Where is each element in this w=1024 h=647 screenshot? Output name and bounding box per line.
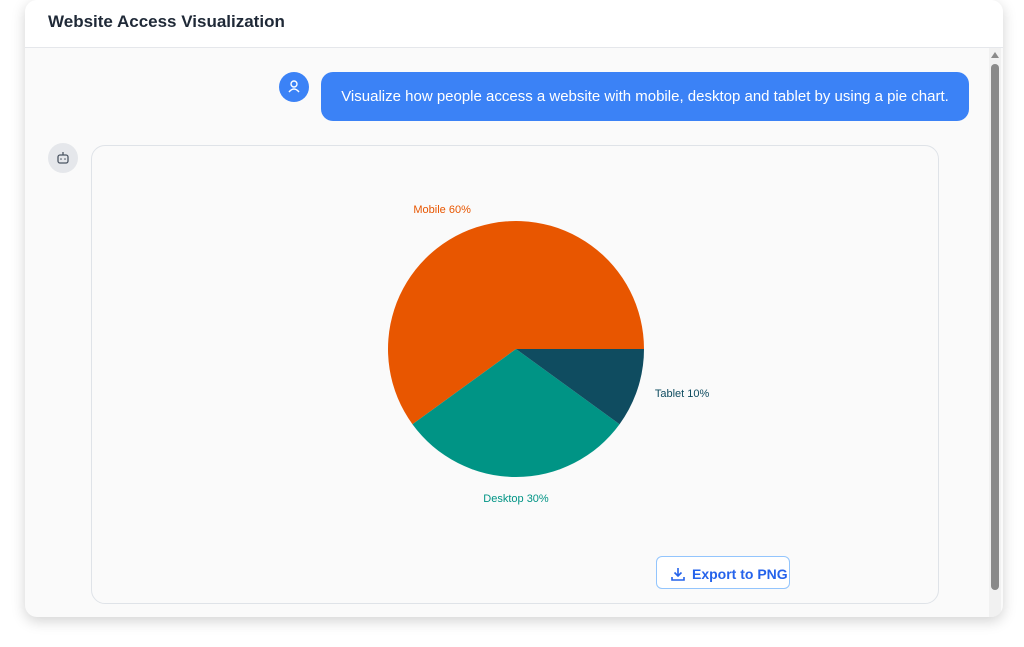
pie-slice xyxy=(412,349,620,477)
download-icon xyxy=(671,568,685,581)
slice-category: Mobile xyxy=(413,204,445,216)
slice-category: Tablet xyxy=(655,388,684,400)
bot-avatar xyxy=(48,143,78,173)
pie-slice xyxy=(516,349,644,425)
scroll-up[interactable] xyxy=(991,52,999,58)
user-avatar xyxy=(279,72,309,102)
header-title: Website Access Visualization xyxy=(48,12,285,31)
slice-value: 10% xyxy=(687,388,709,400)
chat-window: Website Access Visualization Visualize h… xyxy=(25,0,1003,617)
slice-label: Desktop 30% xyxy=(483,493,549,505)
bot-icon xyxy=(57,152,69,164)
slice-label: Tablet 10% xyxy=(655,388,710,400)
user-message: Visualize how people access a website wi… xyxy=(321,72,969,121)
pie-chart: Mobile 60% Desktop 30% Tablet 10% xyxy=(388,204,710,505)
scroll-thumb[interactable] xyxy=(991,64,999,590)
slice-value: 60% xyxy=(449,204,471,216)
slice-value: 30% xyxy=(527,493,549,505)
slice-category: Desktop xyxy=(483,493,523,505)
export-label: Export to PNG xyxy=(692,566,788,582)
user-icon xyxy=(288,80,300,93)
export-button[interactable]: Export to PNG xyxy=(656,556,790,589)
slice-label: Mobile 60% xyxy=(413,204,471,216)
chart-card: Mobile 60% Desktop 30% Tablet 10% Export t… xyxy=(91,145,939,604)
pie-slice xyxy=(388,220,644,425)
header: Website Access Visualization xyxy=(25,0,1003,48)
